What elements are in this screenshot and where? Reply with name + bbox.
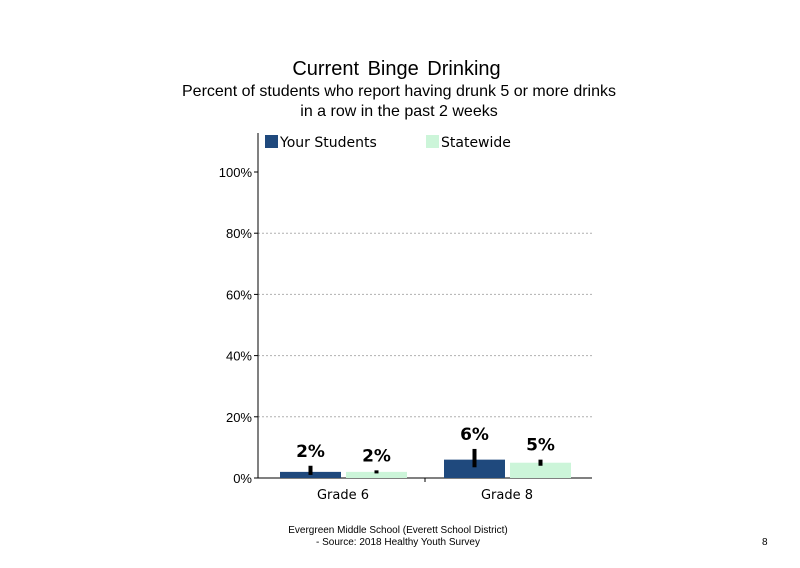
subtitle-line-2: in a row in the past 2 weeks: [300, 103, 498, 120]
chart-subtitle: Percent of students who report having dr…: [0, 82, 798, 122]
legend-swatch: [265, 135, 278, 148]
y-tick-label: 40%: [226, 349, 252, 364]
y-tick-label: 0%: [233, 471, 252, 486]
subtitle-line-1: Percent of students who report having dr…: [182, 83, 616, 100]
footer-school: Evergreen Middle School (Everett School …: [288, 525, 508, 536]
bar: [444, 459, 505, 478]
y-tick-label: 20%: [226, 410, 252, 425]
bar: [510, 462, 571, 478]
data-label: 2%: [296, 442, 325, 462]
legend-label: Statewide: [441, 135, 511, 151]
legend-label: Your Students: [279, 135, 377, 151]
footer: Evergreen Middle School (Everett School …: [0, 525, 796, 549]
y-tick-label: 80%: [226, 226, 252, 241]
bar: [346, 471, 407, 478]
data-label: 6%: [460, 425, 489, 445]
footer-source: - Source: 2018 Healthy Youth Survey: [316, 537, 480, 548]
category-label: Grade 6: [317, 488, 369, 503]
category-label: Grade 8: [481, 488, 533, 503]
legend-swatch: [426, 135, 439, 148]
data-label: 5%: [526, 436, 555, 456]
data-label: 2%: [362, 446, 391, 466]
page-number: 8: [762, 537, 768, 548]
y-tick-label: 60%: [226, 287, 252, 302]
y-tick-label: 100%: [219, 165, 253, 180]
chart-title: Current Binge Drinking: [292, 58, 501, 80]
